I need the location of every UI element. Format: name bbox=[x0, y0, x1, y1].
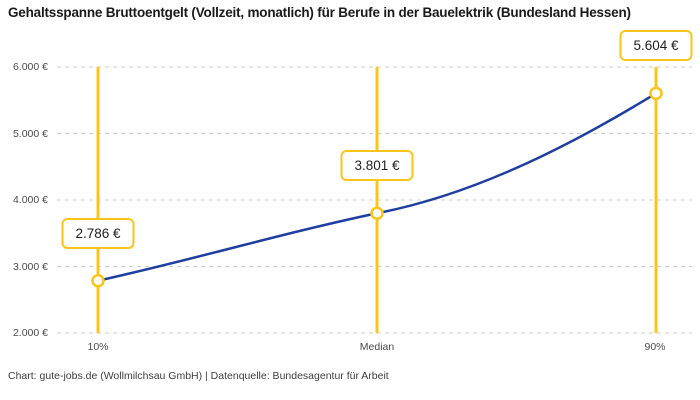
data-point-marker bbox=[370, 206, 384, 220]
data-point-marker bbox=[649, 86, 663, 101]
y-tick-label: 2.000 € bbox=[12, 327, 48, 339]
chart-footer: Chart: gute-jobs.de (Wollmilchsau GmbH) … bbox=[8, 370, 389, 382]
value-label-box: 3.801 € bbox=[340, 150, 414, 182]
y-tick-label: 5.000 € bbox=[12, 127, 48, 140]
chart-title: Gehaltsspanne Bruttoentgelt (Vollzeit, m… bbox=[8, 5, 631, 20]
data-point-marker bbox=[91, 273, 105, 288]
x-tick-label: Median bbox=[359, 341, 395, 353]
x-tick-label: 10% bbox=[87, 341, 109, 353]
x-tick-label: 90% bbox=[644, 341, 666, 353]
y-tick-label: 3.000 € bbox=[12, 260, 48, 273]
value-label-box: 5.604 € bbox=[619, 30, 693, 62]
value-label-box: 2.786 € bbox=[61, 217, 135, 249]
y-tick-label: 4.000 € bbox=[12, 194, 48, 206]
y-tick-label: 6.000 € bbox=[12, 61, 48, 73]
